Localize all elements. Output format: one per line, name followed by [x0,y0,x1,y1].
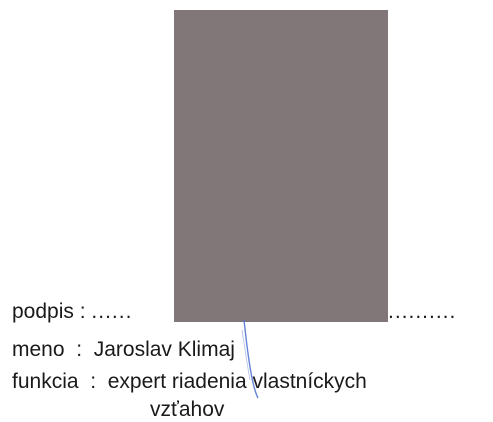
signature-dots-right: .......... [388,300,457,323]
name-separator: : [64,338,94,361]
signature-dots-left: ...... [91,300,133,323]
name-value: Jaroslav Klimaj [93,338,235,361]
signature-pen-stroke [241,319,259,399]
function-label: funkcia [12,370,79,393]
function-value-line1: expert riadenia vlastníckych [107,370,367,393]
name-label: meno [12,338,65,361]
redacted-signature-block [174,10,388,322]
signature-line: podpis : ...... [12,300,151,324]
signature-separator: : [73,300,92,323]
function-separator: : [78,370,108,393]
function-value-line2: vzťahov [150,398,225,421]
signature-label: podpis [12,300,74,323]
name-line: meno : Jaroslav Klimaj [12,338,235,362]
function-line: funkcia : expert riadenia vlastníckych [12,370,367,394]
